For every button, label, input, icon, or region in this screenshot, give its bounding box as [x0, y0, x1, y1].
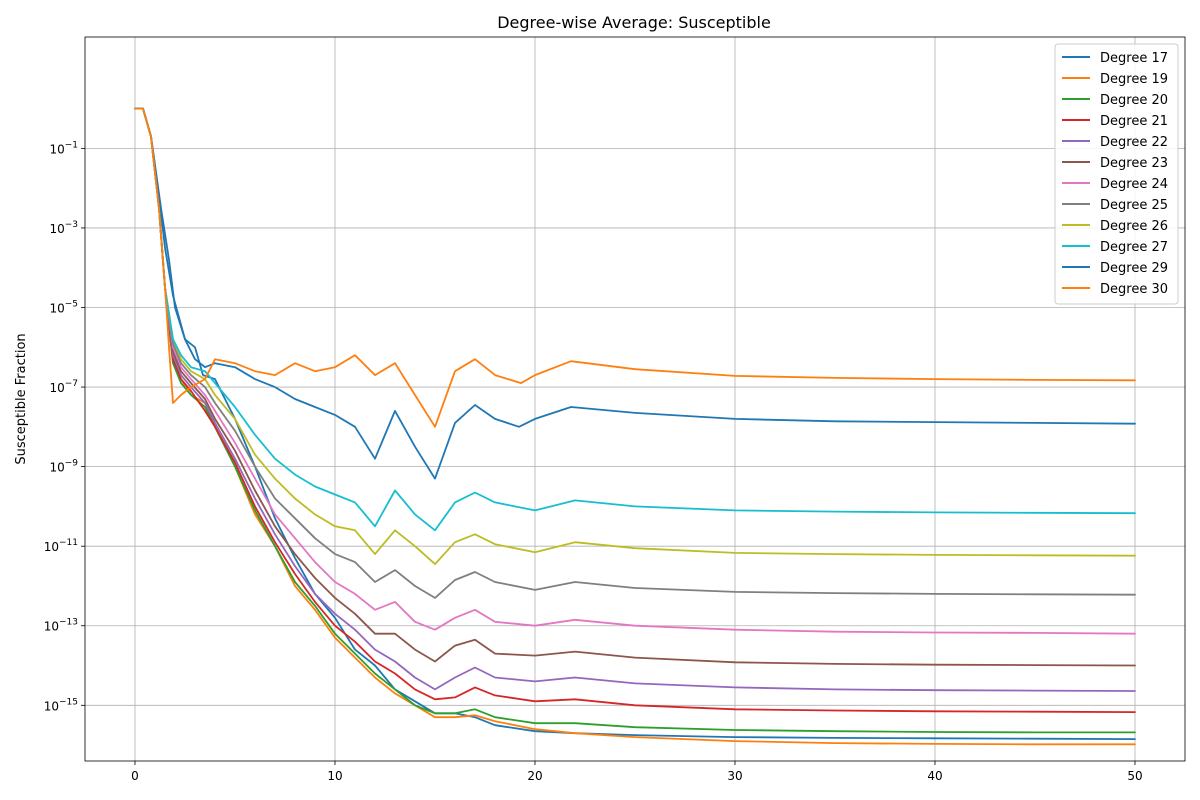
legend-entry: Degree 29 [1100, 261, 1168, 276]
plot-frame [84, 36, 1186, 762]
series-line-4 [134, 107, 1136, 713]
legend-entry: Degree 17 [1100, 51, 1168, 66]
legend-entry: Degree 25 [1100, 198, 1168, 213]
legend-entry: Degree 24 [1100, 177, 1168, 192]
y-tick-label: 10−7 [49, 379, 78, 395]
x-tick-label: 50 [1127, 769, 1142, 783]
x-tick-label: 0 [131, 769, 139, 783]
grid-lines [85, 37, 1185, 761]
x-tick-label: 10 [327, 769, 342, 783]
series-line-12 [134, 107, 1136, 428]
chart-title: Degree-wise Average: Susceptible [497, 13, 771, 32]
series-line-7 [134, 107, 1136, 635]
legend-entry: Degree 20 [1100, 93, 1168, 108]
y-tick-label: 10−13 [44, 618, 78, 634]
x-tick-label: 20 [527, 769, 542, 783]
series-line-5 [134, 107, 1136, 692]
series-line-6 [134, 107, 1136, 667]
y-tick-label: 10−15 [44, 697, 78, 713]
y-tick-label: 10−3 [49, 220, 78, 236]
y-axis-label: Susceptible Fraction [14, 333, 29, 464]
legend-entry: Degree 23 [1100, 156, 1168, 171]
y-tick-label: 10−1 [49, 140, 78, 156]
series-line-9 [134, 107, 1136, 565]
y-tick-label: 10−11 [44, 538, 78, 554]
series-line-3 [134, 107, 1136, 734]
series-line-8 [134, 107, 1136, 599]
legend-entry: Degree 22 [1100, 135, 1168, 150]
y-tick-label: 10−9 [49, 459, 78, 475]
legend-entry: Degree 30 [1100, 282, 1168, 297]
series-line-11 [134, 107, 1136, 480]
x-tick-label: 30 [727, 769, 742, 783]
series-line-10 [134, 107, 1136, 532]
y-tick-label: 10−5 [49, 300, 78, 316]
series-line-2 [134, 107, 1136, 746]
legend-entry: Degree 27 [1100, 240, 1168, 255]
axes: 0 10 20 30 40 50 10−1 10−3 10−5 10−7 10−9 10−11 10−1… [44, 140, 1143, 783]
legend: Degree 17 Degree 19 Degree 20 Degree 21 Degr… [1054, 43, 1179, 305]
series-line-1 [134, 107, 1136, 740]
legend-box [1054, 43, 1179, 305]
legend-entry: Degree 26 [1100, 219, 1168, 234]
legend-entry: Degree 19 [1100, 72, 1168, 87]
x-tick-label: 40 [927, 769, 942, 783]
plot-area [134, 107, 1136, 746]
legend-entry: Degree 21 [1100, 114, 1168, 129]
